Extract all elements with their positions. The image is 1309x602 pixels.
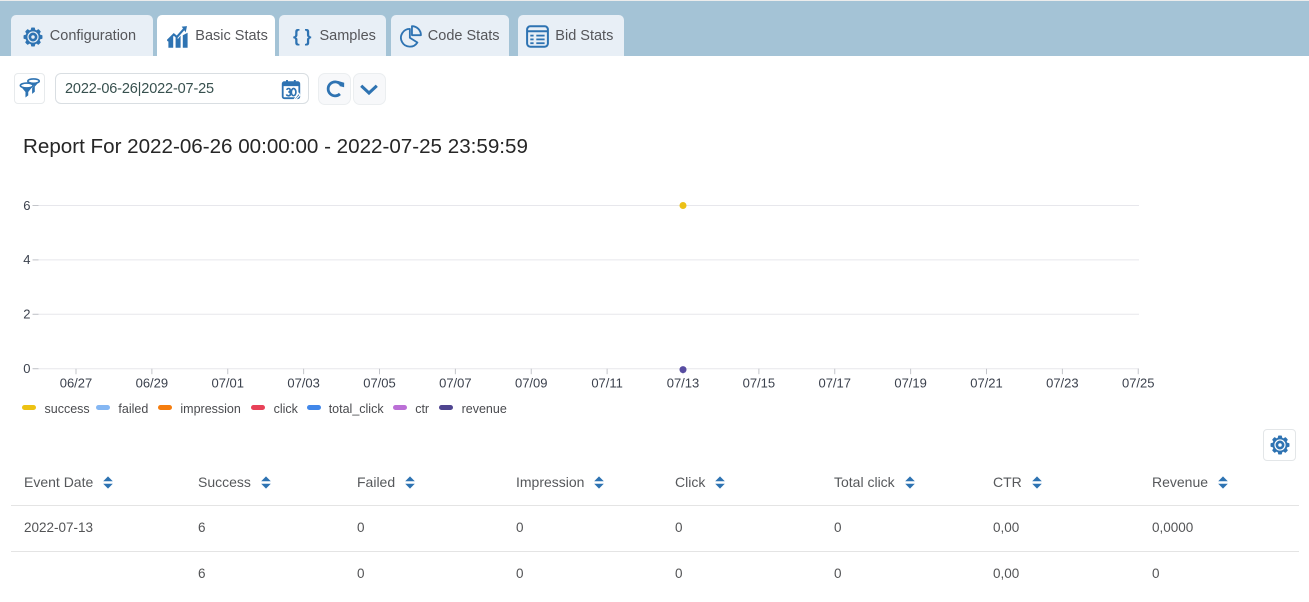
svg-text:07/21: 07/21	[970, 376, 1003, 391]
svg-text:07/09: 07/09	[515, 376, 548, 391]
svg-text:0: 0	[23, 361, 30, 376]
svg-text:07/25: 07/25	[1122, 376, 1155, 391]
svg-text:2: 2	[23, 307, 30, 322]
svg-text:07/11: 07/11	[591, 376, 623, 391]
svg-text:06/27: 06/27	[60, 376, 93, 391]
svg-text:4: 4	[23, 252, 30, 267]
svg-text:07/01: 07/01	[211, 376, 244, 391]
svg-text:07/05: 07/05	[363, 376, 396, 391]
svg-text:07/19: 07/19	[894, 376, 927, 391]
svg-text:6: 6	[23, 198, 30, 213]
svg-text:06/29: 06/29	[136, 376, 169, 391]
svg-text:07/17: 07/17	[818, 376, 851, 391]
svg-text:07/23: 07/23	[1046, 376, 1079, 391]
svg-text:07/15: 07/15	[743, 376, 776, 391]
svg-text:07/03: 07/03	[287, 376, 320, 391]
svg-text:07/13: 07/13	[667, 376, 700, 391]
svg-text:07/07: 07/07	[439, 376, 472, 391]
